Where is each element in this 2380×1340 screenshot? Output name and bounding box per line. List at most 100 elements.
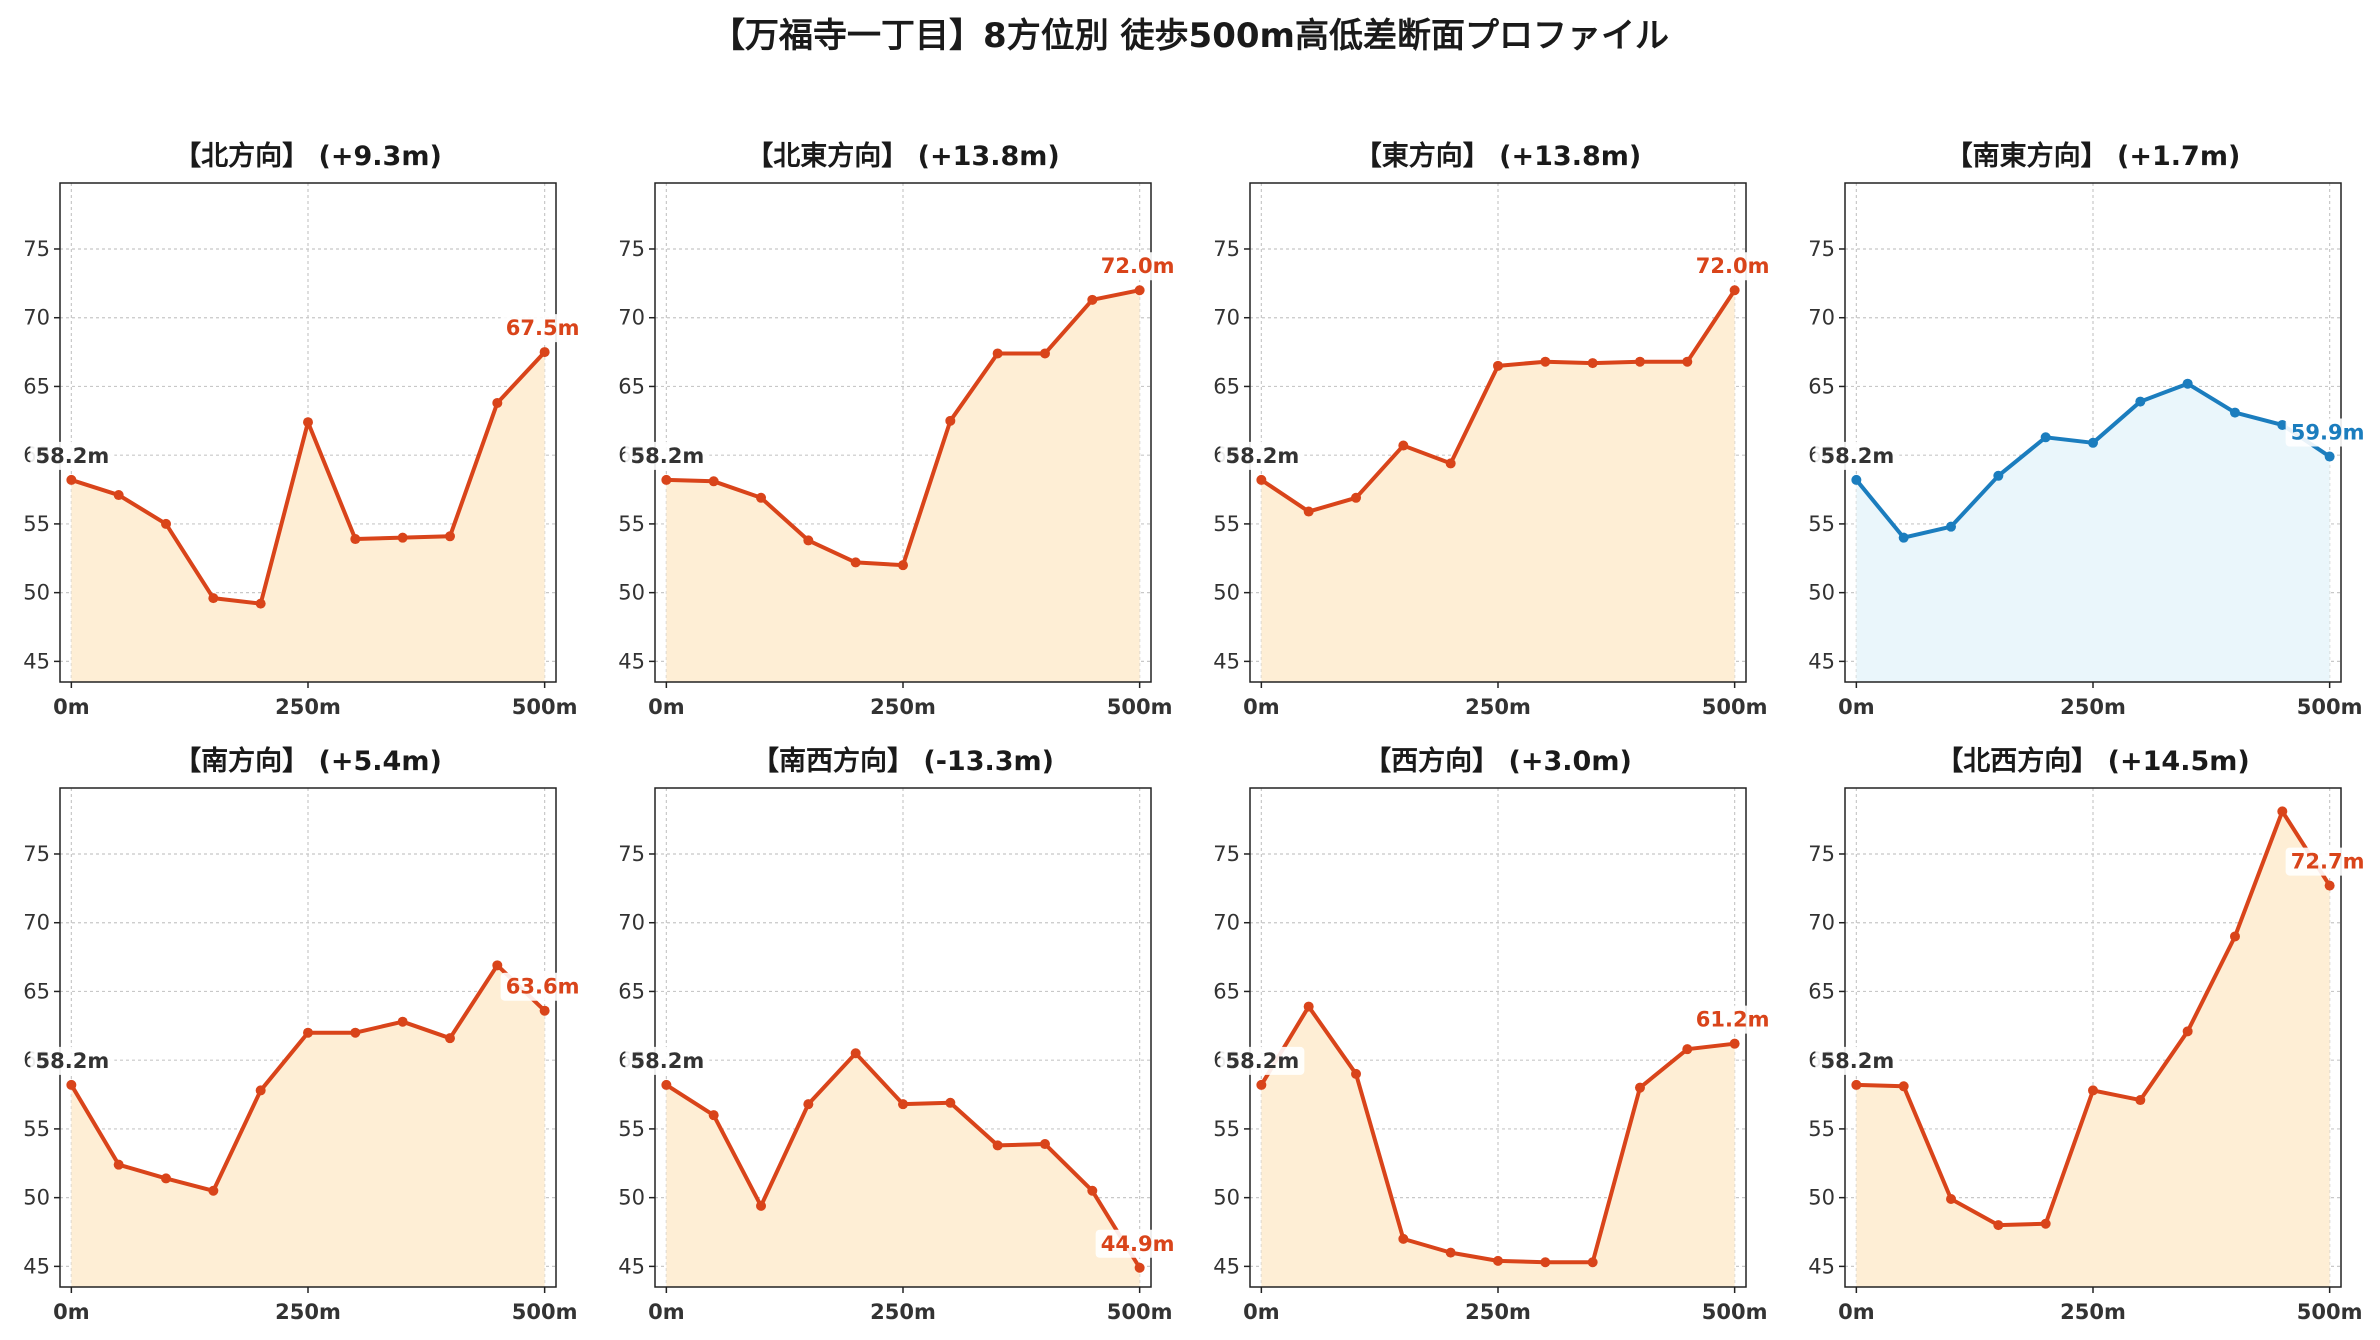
data-point — [1540, 356, 1551, 367]
x-tick-label: 250m — [2060, 695, 2126, 719]
data-point — [708, 1110, 719, 1121]
x-tick-label: 0m — [53, 695, 90, 719]
data-point — [1445, 1247, 1456, 1258]
start-label-box — [625, 441, 710, 470]
area-fill — [666, 1053, 1140, 1287]
y-tick-label: 50 — [1213, 581, 1240, 605]
data-point — [66, 474, 77, 485]
end-label-box — [1095, 1229, 1180, 1258]
y-tick-label: 70 — [1808, 306, 1835, 330]
data-point — [2040, 1218, 2051, 1229]
data-point — [1256, 1079, 1267, 1090]
data-point — [2088, 1085, 2098, 1096]
panel-title: 【南西方向】 (-13.3m) — [752, 745, 1054, 777]
chart-panel-2: 【東方向】 (+13.8m)455055606570750m250m500m58… — [1213, 140, 1775, 719]
y-tick-label: 55 — [1808, 1117, 1835, 1141]
area-fill — [71, 965, 545, 1287]
data-point — [2277, 419, 2288, 430]
chart-panel-3: 【南東方向】 (+1.7m)455055606570750m250m500m58… — [1808, 140, 2370, 719]
x-tick-label: 0m — [1243, 1300, 1280, 1324]
y-tick-label: 70 — [23, 911, 50, 935]
y-tick-label: 50 — [618, 1186, 645, 1210]
end-label-box — [500, 314, 585, 343]
start-label: 58.2m — [1226, 1049, 1300, 1073]
end-label: 59.9m — [2291, 421, 2365, 445]
y-tick-label: 75 — [618, 842, 645, 866]
start-label-box — [30, 441, 115, 470]
data-point — [208, 593, 219, 604]
x-tick-label: 250m — [275, 1300, 341, 1324]
data-point — [444, 1033, 455, 1044]
data-point — [1993, 470, 2004, 481]
chart-panel-1: 【北東方向】 (+13.8m)455055606570750m250m500m5… — [618, 140, 1180, 719]
y-tick-label: 45 — [1808, 649, 1835, 673]
data-point — [66, 1079, 77, 1090]
data-point — [1303, 506, 1314, 517]
x-tick-label: 500m — [1107, 695, 1173, 719]
data-point — [1851, 474, 1862, 485]
y-tick-label: 70 — [618, 306, 645, 330]
y-tick-label: 75 — [1213, 842, 1240, 866]
data-point — [397, 532, 408, 543]
data-point — [444, 531, 455, 542]
data-point — [1587, 1257, 1598, 1268]
x-tick-label: 250m — [1465, 1300, 1531, 1324]
y-tick-label: 50 — [1213, 1186, 1240, 1210]
data-point — [1134, 1262, 1145, 1273]
y-tick-label: 55 — [1808, 512, 1835, 536]
data-point — [756, 492, 767, 503]
y-tick-label: 55 — [23, 512, 50, 536]
data-point — [945, 1097, 956, 1108]
chart-panel-4: 【南方向】 (+5.4m)455055606570750m250m500m58.… — [23, 745, 585, 1324]
y-tick-label: 75 — [1213, 237, 1240, 261]
x-tick-label: 500m — [2297, 1300, 2363, 1324]
end-label: 44.9m — [1101, 1232, 1175, 1256]
data-point — [539, 1005, 550, 1016]
data-point — [539, 347, 550, 358]
y-tick-label: 50 — [23, 1186, 50, 1210]
data-point — [2229, 407, 2240, 418]
x-tick-label: 500m — [1702, 695, 1768, 719]
data-point — [397, 1016, 408, 1027]
area-fill — [1261, 290, 1735, 682]
start-label: 58.2m — [631, 444, 705, 468]
x-tick-label: 0m — [1838, 695, 1875, 719]
data-point — [1729, 285, 1740, 296]
start-label-box — [625, 1046, 710, 1075]
y-tick-label: 70 — [23, 306, 50, 330]
x-tick-label: 500m — [512, 1300, 578, 1324]
start-label-box — [1220, 441, 1305, 470]
data-point — [1398, 440, 1409, 451]
y-tick-label: 70 — [1213, 911, 1240, 935]
y-tick-label: 45 — [23, 649, 50, 673]
start-label: 58.2m — [631, 1049, 705, 1073]
data-point — [1634, 356, 1645, 367]
x-tick-label: 500m — [512, 695, 578, 719]
data-point — [1540, 1257, 1551, 1268]
data-point — [113, 1159, 124, 1170]
end-label-box — [1690, 1005, 1775, 1034]
start-label: 58.2m — [1226, 444, 1300, 468]
x-tick-label: 500m — [1702, 1300, 1768, 1324]
x-tick-label: 250m — [275, 695, 341, 719]
data-point — [161, 1173, 172, 1184]
data-point — [992, 1140, 1003, 1151]
y-tick-label: 45 — [618, 649, 645, 673]
y-tick-label: 50 — [23, 581, 50, 605]
data-point — [898, 560, 908, 571]
start-label-box — [1220, 1046, 1305, 1075]
data-point — [803, 1099, 814, 1110]
panel-title: 【南方向】 (+5.4m) — [174, 745, 442, 777]
y-tick-label: 55 — [1213, 512, 1240, 536]
y-tick-label: 55 — [618, 512, 645, 536]
y-tick-label: 75 — [23, 237, 50, 261]
x-tick-label: 0m — [53, 1300, 90, 1324]
y-tick-label: 70 — [618, 911, 645, 935]
end-label: 63.6m — [506, 975, 580, 999]
end-label: 67.5m — [506, 316, 580, 340]
y-tick-label: 55 — [23, 1117, 50, 1141]
data-point — [1493, 1255, 1503, 1266]
data-point — [898, 1099, 908, 1110]
y-tick-label: 65 — [618, 979, 645, 1003]
